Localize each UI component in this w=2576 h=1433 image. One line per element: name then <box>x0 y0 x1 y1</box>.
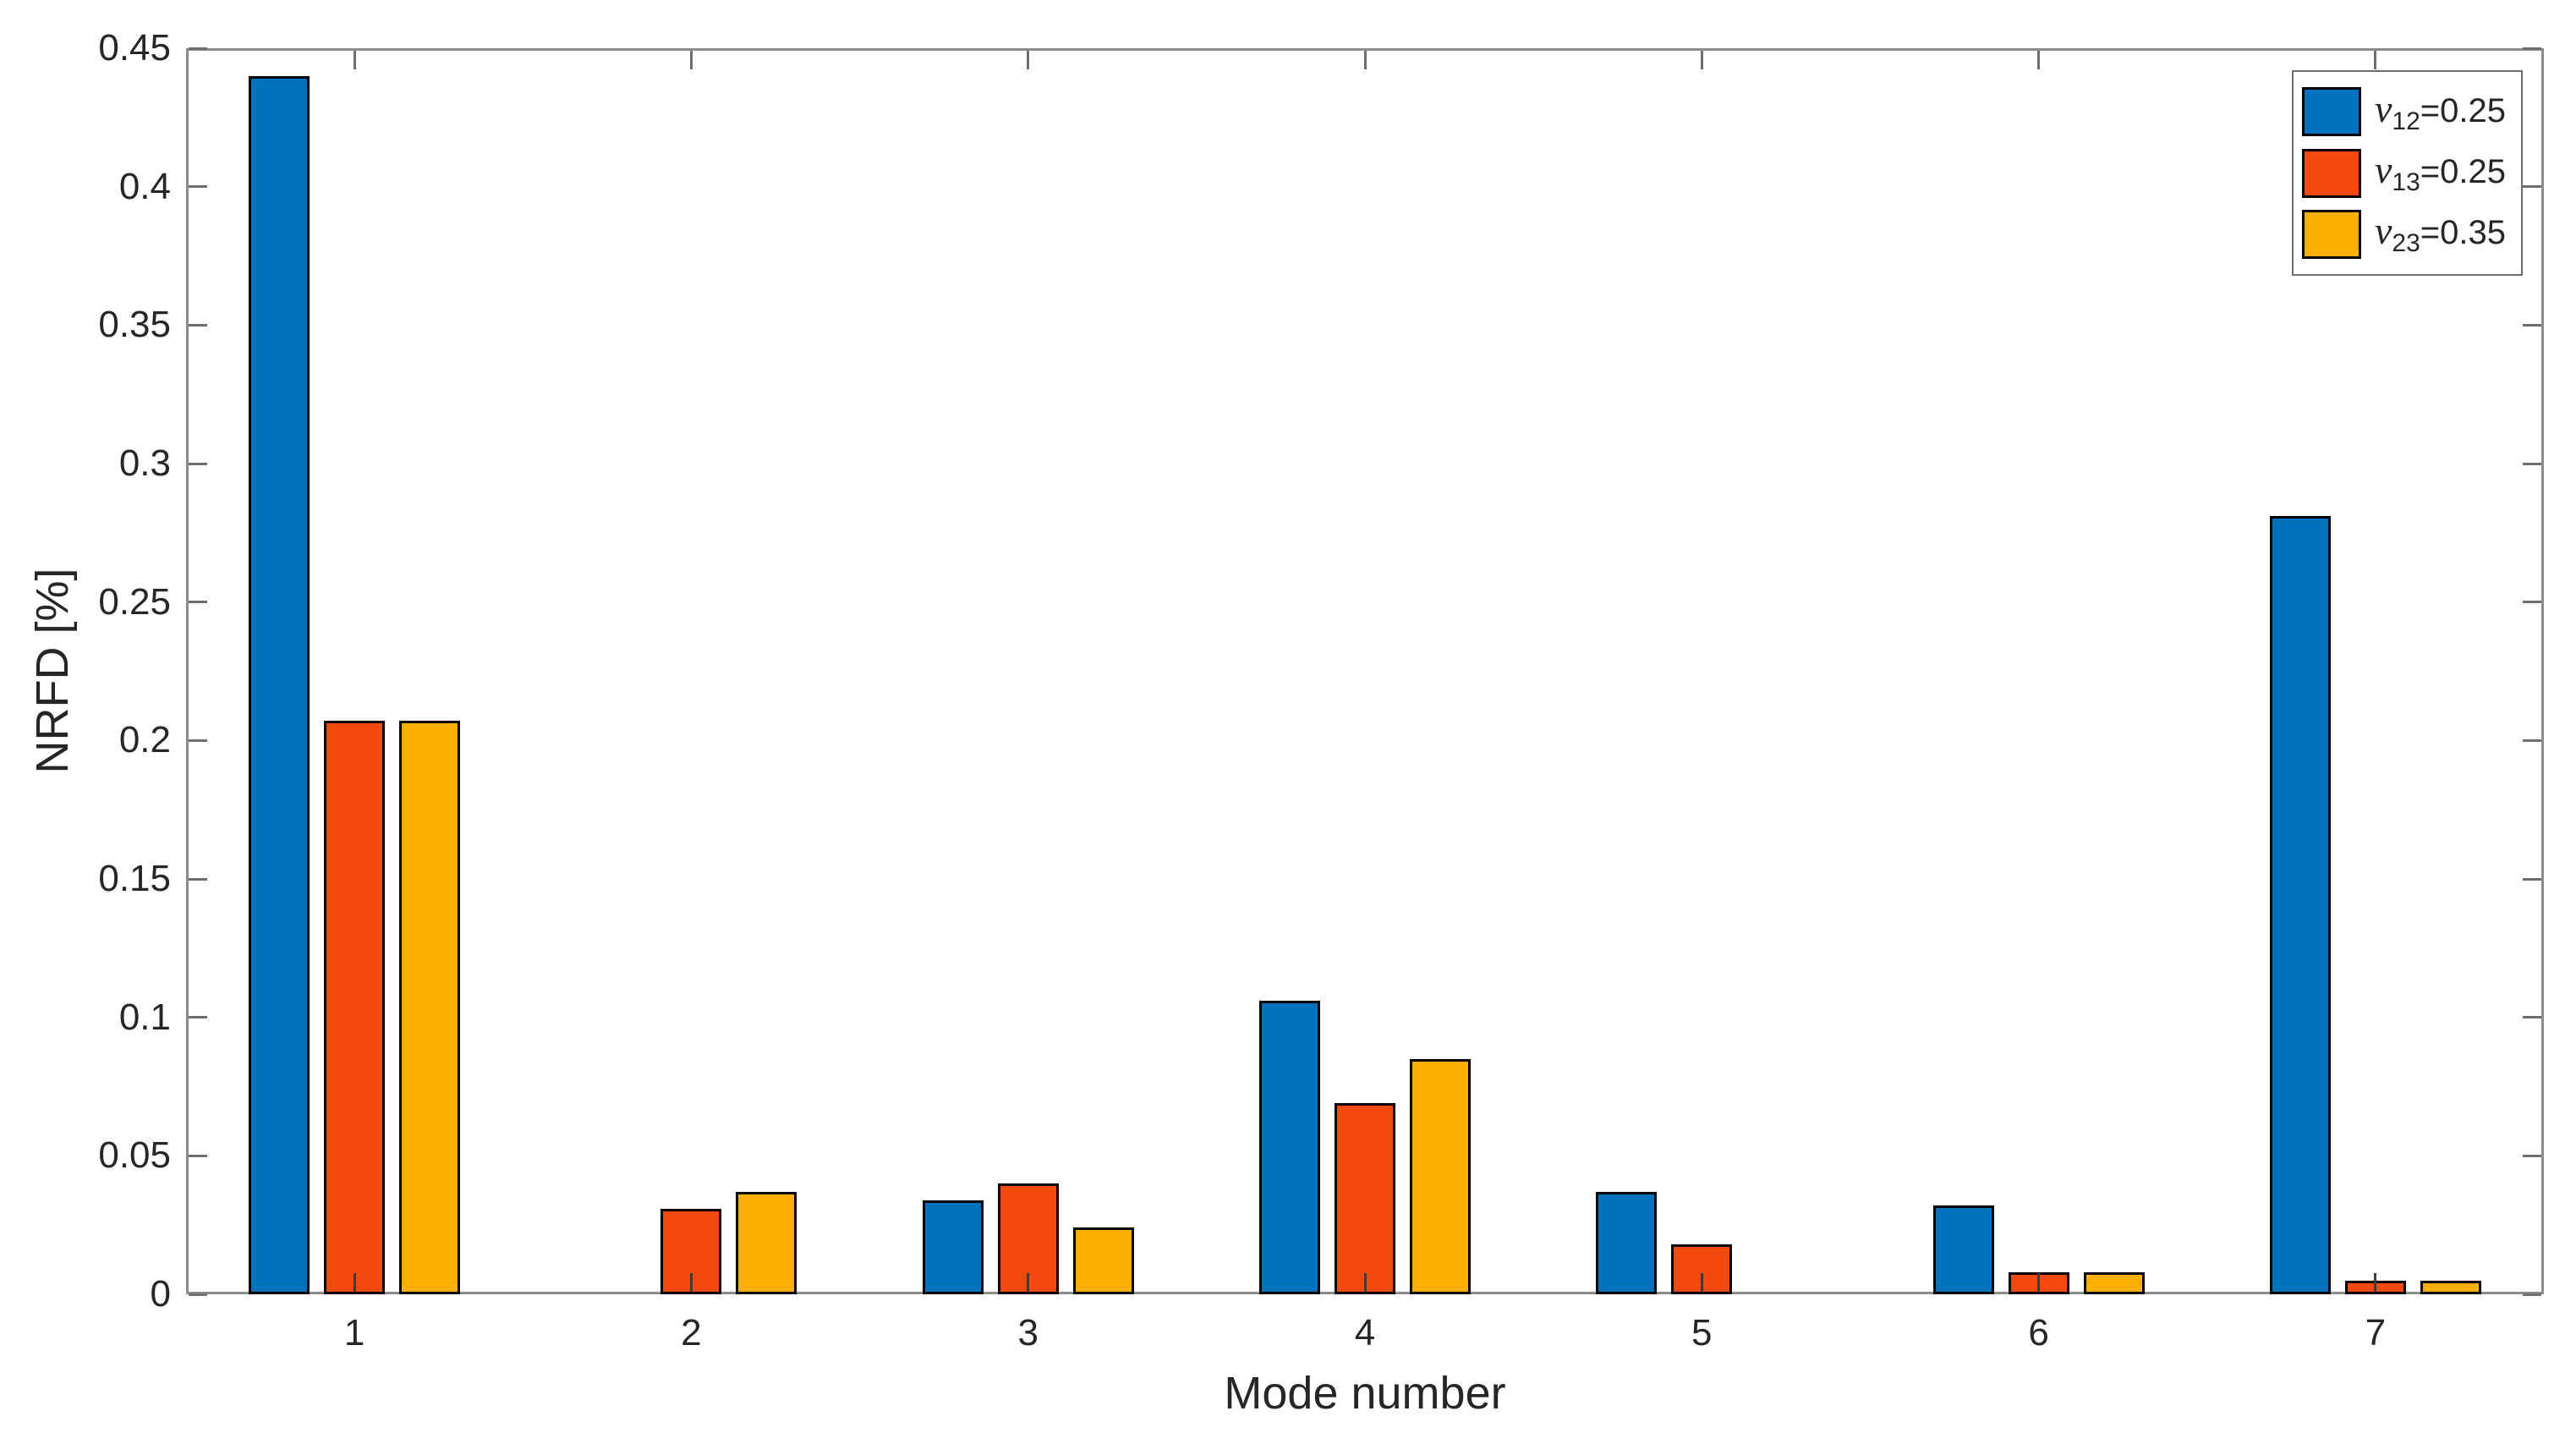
y-tick-mark-right <box>2523 1016 2541 1019</box>
legend-swatch <box>2302 209 2361 259</box>
x-tick-label: 5 <box>1691 1312 1713 1353</box>
y-tick-mark <box>189 1154 207 1157</box>
bar-series1-mode5 <box>1596 1191 1658 1294</box>
x-tick-mark-top <box>353 51 356 69</box>
y-tick-mark <box>189 738 207 742</box>
x-tick-mark-top <box>1363 51 1367 69</box>
x-tick-label: 1 <box>343 1312 365 1353</box>
x-tick-mark-top <box>2037 51 2041 69</box>
legend-label: ν12=0.25 <box>2375 86 2507 135</box>
x-tick-label: 2 <box>681 1312 702 1353</box>
x-tick-mark <box>353 1273 356 1292</box>
y-tick-label: 0.2 <box>118 719 171 761</box>
y-tick-label: 0.15 <box>98 858 171 899</box>
legend-item: ν23=0.35 <box>2302 209 2518 259</box>
bar-series1-mode7 <box>2269 516 2331 1294</box>
nu-subscript: 13 <box>2392 168 2420 196</box>
legend-value: =0.25 <box>2420 91 2507 129</box>
bar-series1-mode3 <box>922 1200 984 1294</box>
nu-subscript: 12 <box>2392 107 2420 135</box>
x-tick-label: 3 <box>1017 1312 1039 1353</box>
bar-series2-mode1 <box>324 721 386 1294</box>
y-tick-mark <box>189 462 207 465</box>
y-tick-mark-right <box>2523 738 2541 742</box>
y-tick-mark <box>189 1293 207 1296</box>
legend-label: ν13=0.25 <box>2375 151 2506 195</box>
legend-value: =0.35 <box>2420 214 2507 252</box>
bar-series2-mode3 <box>997 1183 1059 1294</box>
x-tick-mark-top <box>1027 51 1030 69</box>
bar-series3-mode2 <box>736 1191 797 1294</box>
legend: ν12=0.25 ν13=0.25 ν23=0.35 <box>2292 70 2523 276</box>
y-tick-mark <box>189 47 207 50</box>
x-tick-mark-top <box>2374 51 2377 69</box>
x-tick-mark-top <box>1700 51 1703 69</box>
x-tick-mark <box>689 1273 693 1292</box>
bar-series3-mode6 <box>2083 1271 2145 1294</box>
x-tick-label: 6 <box>2028 1312 2049 1353</box>
y-tick-label: 0.1 <box>118 996 171 1038</box>
x-tick-mark <box>1363 1273 1367 1292</box>
bar-series1-mode1 <box>249 75 310 1294</box>
y-tick-label: 0.05 <box>98 1134 171 1177</box>
x-tick-mark <box>1027 1273 1030 1292</box>
bar-series1-mode6 <box>1932 1205 1994 1294</box>
y-tick-mark-right <box>2523 1154 2541 1157</box>
y-tick-mark-right <box>2523 877 2541 881</box>
y-tick-label: 0 <box>150 1273 171 1315</box>
y-tick-label: 0.45 <box>98 27 171 69</box>
x-tick-mark <box>1700 1273 1703 1292</box>
bar-series2-mode4 <box>1335 1103 1395 1294</box>
y-tick-mark-right <box>2523 47 2541 50</box>
nu-symbol: ν <box>2375 209 2392 253</box>
y-tick-mark-right <box>2523 601 2541 604</box>
legend-label: ν23=0.35 <box>2375 211 2506 256</box>
x-tick-mark <box>2374 1273 2377 1292</box>
legend-item: ν12=0.25 <box>2302 86 2518 137</box>
x-tick-mark <box>2037 1273 2041 1292</box>
y-tick-mark-right <box>2523 323 2541 327</box>
y-tick-mark <box>189 877 207 881</box>
x-axis-label: Mode number <box>1224 1368 1506 1419</box>
bar-series3-mode4 <box>1410 1058 1471 1294</box>
x-tick-mark-top <box>689 51 693 69</box>
legend-value: =0.25 <box>2420 153 2507 190</box>
nu-symbol: ν <box>2375 86 2392 130</box>
y-tick-label: 0.35 <box>98 304 171 346</box>
bar-series1-mode4 <box>1259 1001 1320 1294</box>
x-tick-label: 4 <box>1354 1312 1376 1353</box>
x-tick-label: 7 <box>2365 1312 2387 1353</box>
y-tick-mark <box>189 1016 207 1019</box>
nu-subscript: 23 <box>2392 229 2420 258</box>
y-tick-mark-right <box>2523 462 2541 465</box>
legend-swatch <box>2302 148 2361 198</box>
bar-series3-mode3 <box>1072 1227 1134 1294</box>
y-tick-mark <box>189 601 207 604</box>
legend-swatch <box>2302 87 2361 137</box>
bar-series3-mode1 <box>399 721 461 1294</box>
y-tick-mark-right <box>2523 1293 2541 1296</box>
nu-symbol: ν <box>2375 148 2392 191</box>
y-tick-label: 0.3 <box>118 442 171 484</box>
y-tick-mark <box>189 185 207 189</box>
y-tick-mark <box>189 323 207 327</box>
legend-item: ν13=0.25 <box>2302 148 2518 198</box>
y-tick-label: 0.4 <box>118 165 171 207</box>
bar-series3-mode7 <box>2420 1280 2481 1294</box>
y-tick-label: 0.25 <box>98 580 171 623</box>
y-tick-mark-right <box>2523 185 2541 189</box>
